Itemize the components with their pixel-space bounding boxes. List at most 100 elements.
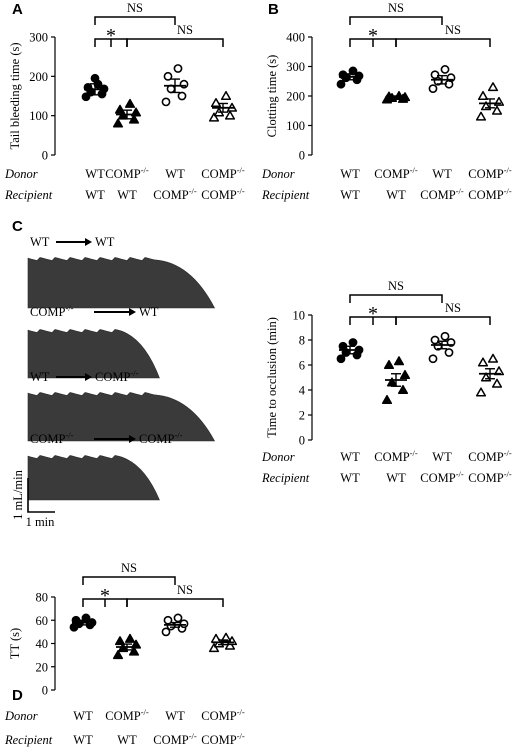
donor-label: COMP-/- xyxy=(374,165,418,181)
group-4 xyxy=(475,353,505,397)
data-point xyxy=(348,338,358,347)
data-point xyxy=(210,98,222,108)
y-tick-label: 20 xyxy=(36,660,49,674)
data-point xyxy=(90,73,100,83)
trace-recipient-label: COMP-/- xyxy=(95,368,139,384)
scale-bar-lines xyxy=(27,478,55,513)
y-tick-label: 300 xyxy=(286,60,305,74)
data-point xyxy=(491,378,503,388)
recipient-label: COMP-/- xyxy=(420,469,464,485)
data-point xyxy=(130,639,142,649)
y-tick-label: 8 xyxy=(299,334,305,348)
data-point xyxy=(477,357,489,367)
recipient-label: COMP-/- xyxy=(420,186,464,202)
recipient-label: COMP-/- xyxy=(153,731,197,747)
group-4 xyxy=(208,632,238,653)
data-point xyxy=(428,84,438,94)
significance-label: NS xyxy=(121,561,137,575)
bracket-line xyxy=(126,38,224,47)
row-label-donor: Donor xyxy=(261,450,295,464)
group-3 xyxy=(428,331,456,364)
row-label-recipient: Recipient xyxy=(4,188,53,202)
scatter-panel-c: 0 2 4 6 8 10 Time to occlusion (min) WT WT COMP-/… xyxy=(261,279,512,485)
y-tick-label: 100 xyxy=(29,109,48,123)
donor-label: COMP-/- xyxy=(468,165,512,181)
bracket-line xyxy=(82,576,176,585)
donor-label: WT xyxy=(73,709,93,723)
group-1 xyxy=(81,73,109,102)
data-point xyxy=(114,104,126,114)
recipient-label: WT xyxy=(340,471,360,485)
row-label-donor: Donor xyxy=(4,167,38,181)
donor-label: COMP-/- xyxy=(105,707,149,723)
y-tick-label: 10 xyxy=(293,309,306,323)
data-point xyxy=(440,65,450,74)
data-point xyxy=(161,97,171,107)
flow-trace-2: COMP-/- WT xyxy=(27,303,160,379)
group-2 xyxy=(112,98,142,128)
comparison-bracket: NS xyxy=(110,23,224,47)
y-tick-label: 300 xyxy=(29,31,48,45)
y-tick-label: 100 xyxy=(286,119,305,133)
data-point xyxy=(487,82,499,92)
comparison-bracket: NS xyxy=(372,23,491,47)
y-axis-label: Clotting time (s) xyxy=(265,55,279,138)
panel-label-b: B xyxy=(268,1,279,18)
group-3 xyxy=(428,65,456,94)
data-point xyxy=(124,633,136,643)
recipient-label: WT xyxy=(340,188,360,202)
recipient-label: WT xyxy=(85,188,105,202)
y-tick-label: 0 xyxy=(42,149,48,163)
flow-trace-4: COMP-/- COMP-/- xyxy=(27,430,183,501)
donor-label: COMP-/- xyxy=(201,165,245,181)
recipient-label: WT xyxy=(117,733,137,747)
panel-label-a: A xyxy=(12,1,23,18)
row-label-donor: Donor xyxy=(261,167,295,181)
data-point xyxy=(399,369,411,379)
donor-label: WT xyxy=(432,167,452,181)
group-3 xyxy=(161,64,189,107)
data-point xyxy=(428,354,438,364)
row-label-recipient: Recipient xyxy=(261,188,310,202)
row-label-recipient: Recipient xyxy=(4,733,53,747)
y-tick-label: 200 xyxy=(286,90,305,104)
data-point xyxy=(114,636,126,646)
group-2 xyxy=(381,356,411,404)
data-point xyxy=(487,353,499,363)
comparison-bracket: NS xyxy=(349,1,443,25)
data-point xyxy=(173,613,183,623)
group-4 xyxy=(208,90,238,122)
significance-star: * xyxy=(368,25,378,47)
flow-trace-shape xyxy=(27,392,216,442)
y-tick-label: 60 xyxy=(36,614,49,628)
bracket-line xyxy=(126,598,224,607)
comparison-bracket: NS xyxy=(349,279,443,303)
donor-label: WT xyxy=(85,167,105,181)
bracket-line xyxy=(349,294,443,303)
donor-label: WT xyxy=(432,450,452,464)
group-3 xyxy=(161,613,189,637)
flow-trace-3: WT COMP-/- xyxy=(27,368,216,442)
significance-star: * xyxy=(106,25,116,47)
data-point xyxy=(397,384,409,394)
trace-donor-label: COMP-/- xyxy=(30,303,74,319)
bracket-line xyxy=(94,16,176,25)
y-tick-label: 400 xyxy=(286,31,305,45)
data-point xyxy=(220,90,232,100)
data-point xyxy=(208,643,220,653)
data-point xyxy=(128,646,140,656)
data-point xyxy=(220,632,232,642)
donor-label: WT xyxy=(340,450,360,464)
arrow-head xyxy=(85,373,92,381)
recipient-label: WT xyxy=(386,471,406,485)
group-2 xyxy=(381,90,411,104)
y-tick-label: 200 xyxy=(29,70,48,84)
significance-star: * xyxy=(368,303,378,325)
data-point xyxy=(430,335,440,345)
recipient-label: COMP-/- xyxy=(468,469,512,485)
panel-label-d: D xyxy=(12,687,23,704)
recipient-label: WT xyxy=(73,733,93,747)
